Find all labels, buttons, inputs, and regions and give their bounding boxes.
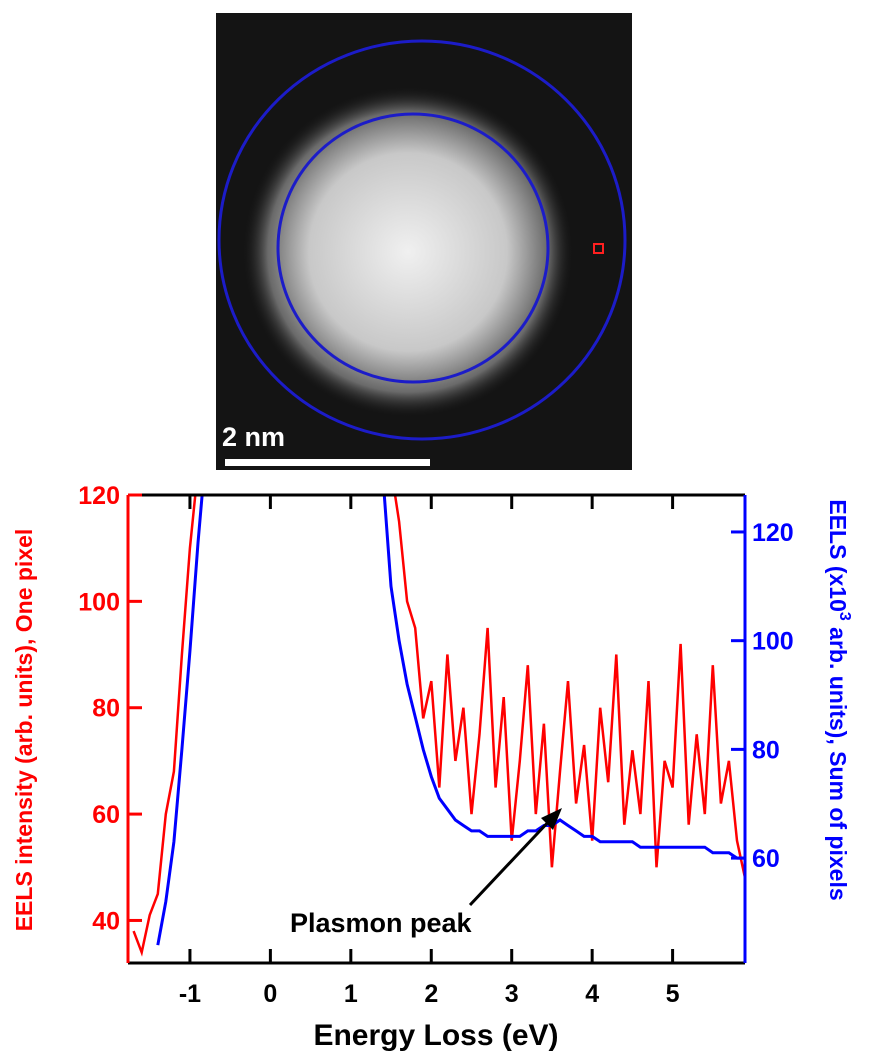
stem-image: 2 nm: [216, 13, 632, 470]
y-tick-label: 100: [78, 588, 120, 616]
annotation-arrowhead: [541, 808, 562, 830]
y-axis-label: EELS intensity (arb. units), One pixel: [11, 529, 37, 932]
x-tick-label: 2: [424, 980, 438, 1008]
y-tick-label: 80: [92, 695, 120, 723]
series-line: [156, 495, 745, 946]
y-tick-label: 40: [92, 907, 120, 935]
scale-bar-label: 2 nm: [222, 422, 285, 452]
x-tick-label: 1: [344, 980, 358, 1008]
y2-tick-label: 60: [752, 845, 780, 873]
y2-label-suffix: arb. units), Sum of pixels: [825, 621, 851, 901]
x-tick-label: 5: [666, 980, 680, 1008]
y2-tick-label: 120: [752, 519, 794, 547]
y-tick-label: 60: [92, 801, 120, 829]
series-line: [132, 495, 745, 957]
chart: -1 0 1 2 3 4 5 40 60 80 100 120 60 80 100 120 Energy Los…: [11, 482, 853, 1052]
y2-tick-label: 100: [752, 628, 794, 656]
x-tick-label: 4: [585, 980, 599, 1008]
y2-axis-label: EELS (x103 arb. units), Sum of pixels: [825, 499, 853, 900]
y2-label-superscript: 3: [836, 612, 853, 621]
x-tick-label: 0: [263, 980, 277, 1008]
annotation: Plasmon peak: [290, 908, 473, 938]
x-tick-label: 3: [505, 980, 519, 1008]
x-tick-label: -1: [179, 980, 201, 1008]
y-tick-label: 120: [78, 482, 120, 510]
annotation-arrow: [468, 816, 554, 907]
y2-label-prefix: EELS (x10: [825, 499, 851, 612]
y2-tick-label: 80: [752, 736, 780, 764]
plot-lines: [132, 495, 745, 957]
x-axis-label: Energy Loss (eV): [313, 1019, 558, 1052]
